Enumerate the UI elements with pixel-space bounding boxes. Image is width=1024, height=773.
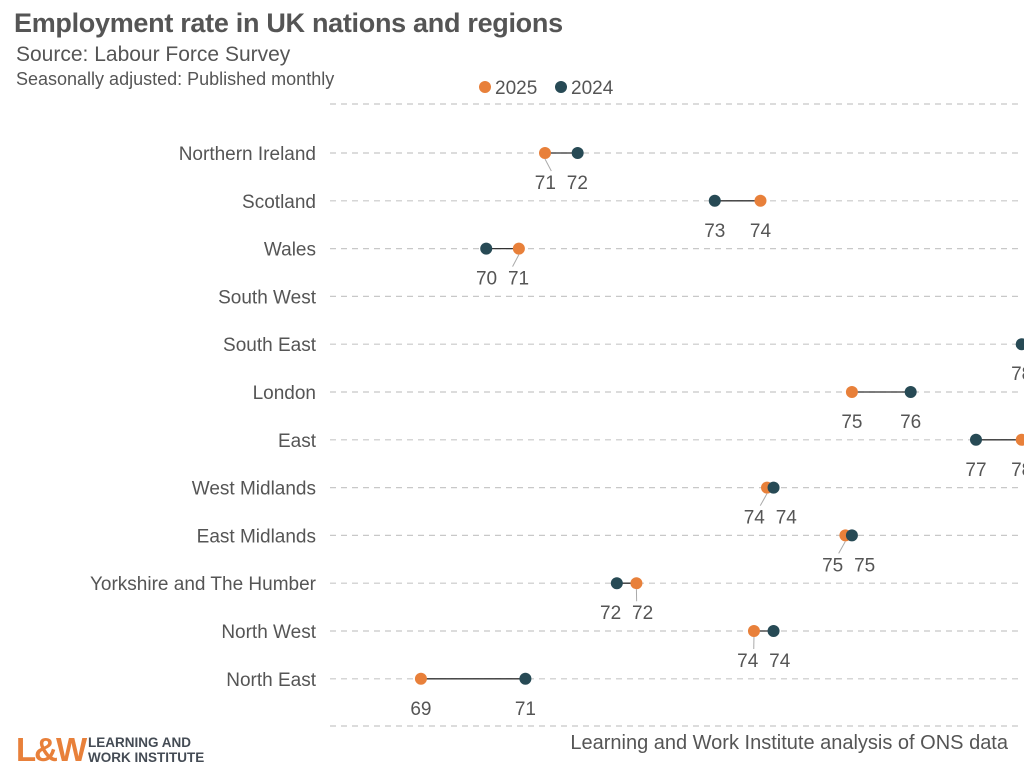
point-2024 — [969, 433, 982, 446]
point-2025 — [414, 672, 427, 685]
point-2025 — [747, 625, 760, 637]
point-2024 — [519, 672, 532, 685]
category-label: East Midlands — [197, 526, 316, 547]
leader-line-2025 — [759, 493, 768, 506]
data-label-2025: 71 — [508, 269, 529, 290]
data-label-2025: 69 — [410, 699, 431, 720]
data-label-2024: 76 — [900, 412, 921, 433]
point-2024 — [571, 147, 584, 159]
data-label-2024: 70 — [476, 269, 497, 290]
point-2025 — [512, 242, 525, 255]
data-label-2025: 71 — [535, 173, 556, 194]
chart-title: Employment rate in UK nations and region… — [14, 8, 563, 38]
data-label-2024: 72 — [567, 173, 588, 194]
point-2024 — [610, 577, 623, 590]
logo-text-line-2: WORK INSTITUTE — [88, 750, 205, 765]
logo-mark: L&W — [16, 731, 87, 768]
data-label-2024: 74 — [769, 651, 791, 672]
category-label: North East — [226, 670, 316, 691]
legend-marker-2025 — [479, 81, 491, 93]
data-label-2025: 74 — [737, 651, 759, 672]
leader-line-2025 — [838, 541, 846, 554]
category-label: West Midlands — [192, 479, 316, 500]
chart-subtitle-2: Seasonally adjusted: Published monthly — [16, 69, 335, 89]
legend-label-2024: 2024 — [571, 78, 614, 99]
point-2025 — [1015, 433, 1024, 446]
data-label-2025: 75 — [841, 412, 862, 433]
point-2024 — [845, 529, 858, 542]
category-label: South West — [218, 287, 317, 308]
footer-note: Learning and Work Institute analysis of … — [570, 732, 1008, 754]
logo-text: LEARNING AND WORK INSTITUTE — [88, 735, 204, 765]
data-label-2025: 72 — [632, 603, 653, 624]
point-2025 — [630, 577, 643, 590]
data-label-2024: 78 — [1011, 364, 1024, 385]
category-label: London — [253, 383, 316, 404]
logo-text-line-1: LEARNING AND — [88, 735, 191, 750]
data-label-2025: 74 — [744, 508, 766, 529]
point-2025 — [845, 386, 858, 398]
leader-line-2025 — [544, 158, 552, 172]
category-label: Northern Ireland — [179, 144, 316, 165]
category-label: North West — [221, 622, 316, 643]
data-label-2024: 71 — [515, 699, 536, 720]
category-label: Yorkshire and The Humber — [90, 574, 317, 595]
data-label-2024: 72 — [600, 603, 621, 624]
legend-marker-2024 — [555, 81, 567, 93]
category-label: South East — [223, 335, 317, 356]
point-2024 — [1015, 338, 1024, 351]
legend-label-2025: 2025 — [495, 78, 537, 99]
category-label: East — [278, 431, 317, 452]
point-2024 — [767, 625, 780, 637]
data-label-2024: 73 — [704, 221, 725, 242]
leader-line-2025 — [512, 254, 520, 267]
category-label: Wales — [264, 240, 316, 261]
data-label-2024: 77 — [965, 460, 986, 481]
data-label-2025: 74 — [750, 221, 772, 242]
point-2025 — [754, 194, 767, 207]
category-label: Scotland — [242, 192, 316, 213]
point-2025 — [539, 147, 551, 159]
data-label-2025: 78 — [1011, 460, 1024, 481]
data-label-2025: 75 — [822, 555, 843, 576]
point-2024 — [708, 194, 721, 207]
data-label-2024: 75 — [854, 555, 875, 576]
point-2024 — [904, 386, 917, 398]
point-2024 — [767, 481, 780, 494]
data-label-2024: 74 — [776, 508, 798, 529]
logo: L&W LEARNING AND WORK INSTITUTE — [16, 732, 276, 768]
point-2024 — [480, 242, 493, 255]
chart-subtitle: Source: Labour Force Survey — [16, 43, 291, 66]
